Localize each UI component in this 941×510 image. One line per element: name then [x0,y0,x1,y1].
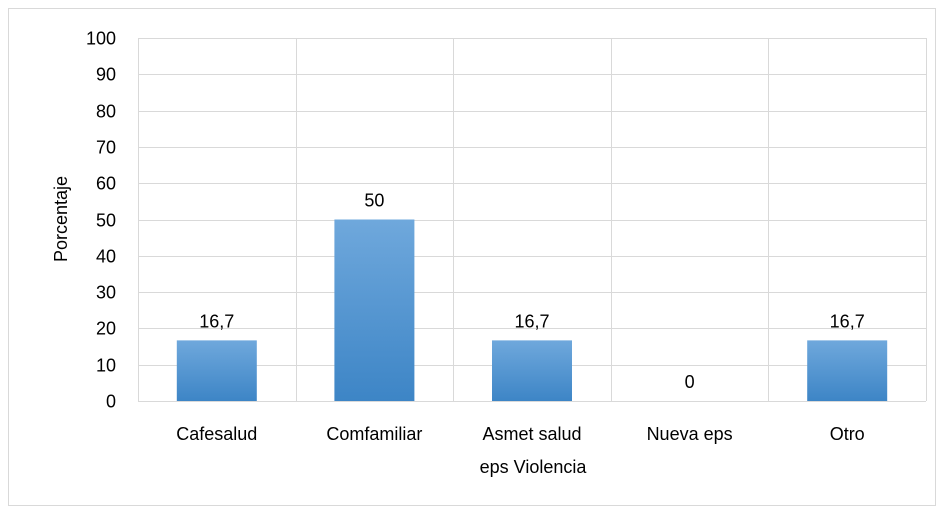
data-label: 16,7 [514,311,549,331]
bar-cafesalud [176,340,257,401]
y-tick-label: 80 [96,102,116,122]
x-tick-label: Asmet salud [482,424,581,444]
y-tick-label: 0 [106,392,116,412]
x-axis-title: eps Violencia [480,457,588,477]
x-tick-label: Otro [830,424,865,444]
labels: 0 10 20 30 40 50 60 70 80 90 100 16,7 Cafesalud 50 Com… [86,29,865,445]
gridlines [138,38,927,402]
y-tick-label: 90 [96,65,116,85]
y-tick-label: 30 [96,283,116,303]
data-label: 50 [364,191,384,211]
y-tick-label: 60 [96,174,116,194]
bar-comfamiliar [334,219,415,401]
y-tick-label: 50 [96,211,116,231]
y-tick-label: 20 [96,319,116,339]
y-tick-label: 70 [96,138,116,158]
data-label: 0 [685,372,695,392]
y-axis-title: Porcentaje [51,176,71,262]
y-tick-label: 40 [96,247,116,267]
bar-asmet-salud [492,340,572,401]
x-tick-label: Comfamiliar [326,424,422,444]
y-tick-label: 10 [96,356,116,376]
y-tick-label: 100 [86,29,116,49]
x-tick-label: Cafesalud [176,424,257,444]
data-label: 16,7 [830,311,865,331]
data-label: 16,7 [199,311,234,331]
bars [176,219,888,401]
bar-otro [807,340,888,401]
x-tick-label: Nueva eps [647,424,733,444]
